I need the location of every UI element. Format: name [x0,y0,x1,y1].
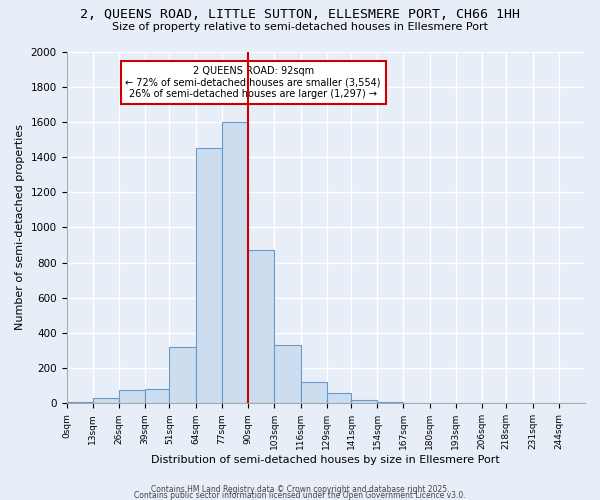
Y-axis label: Number of semi-detached properties: Number of semi-detached properties [15,124,25,330]
Bar [67,402,93,404]
Text: Size of property relative to semi-detached houses in Ellesmere Port: Size of property relative to semi-detach… [112,22,488,32]
Bar [301,382,327,404]
Bar [248,250,274,404]
Bar [196,148,222,404]
Bar [327,393,351,404]
Bar [351,400,377,404]
Bar [274,346,301,404]
Bar [93,398,119,404]
Text: Contains public sector information licensed under the Open Government Licence v3: Contains public sector information licen… [134,490,466,500]
Bar [145,390,169,404]
Bar [169,347,196,404]
Text: Contains HM Land Registry data © Crown copyright and database right 2025.: Contains HM Land Registry data © Crown c… [151,485,449,494]
Bar [222,122,248,404]
Text: 2 QUEENS ROAD: 92sqm
← 72% of semi-detached houses are smaller (3,554)
26% of se: 2 QUEENS ROAD: 92sqm ← 72% of semi-detac… [125,66,381,99]
Text: 2, QUEENS ROAD, LITTLE SUTTON, ELLESMERE PORT, CH66 1HH: 2, QUEENS ROAD, LITTLE SUTTON, ELLESMERE… [80,8,520,20]
X-axis label: Distribution of semi-detached houses by size in Ellesmere Port: Distribution of semi-detached houses by … [151,455,500,465]
Bar [119,390,145,404]
Bar [377,402,403,404]
